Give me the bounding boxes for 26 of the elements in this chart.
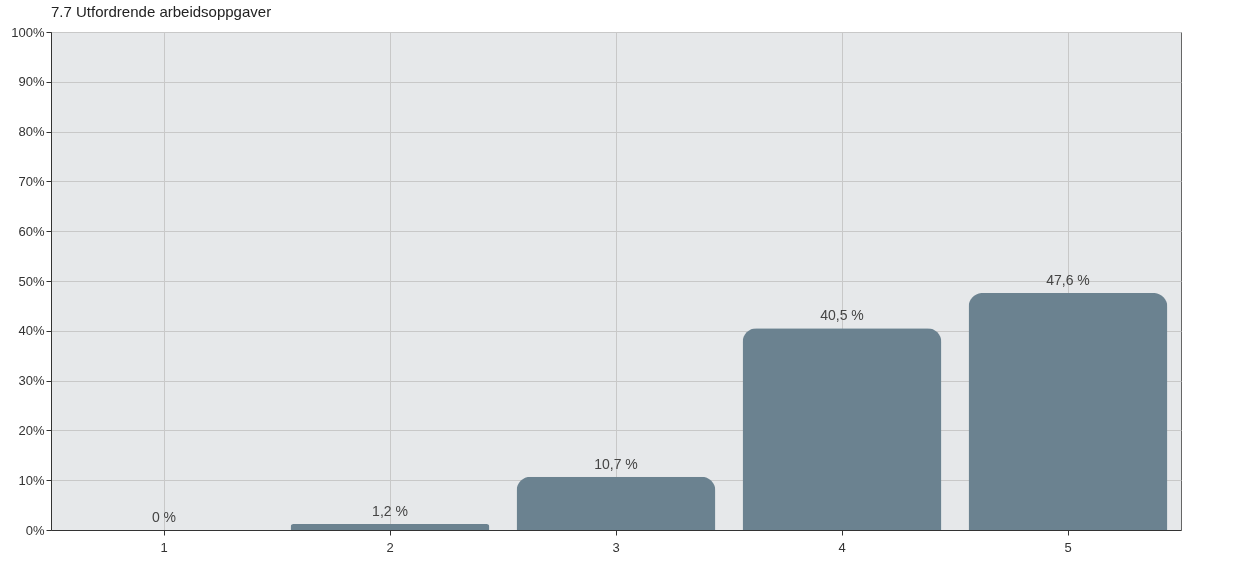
y-tick-label: 60% bbox=[18, 223, 45, 239]
x-tick-label: 2 bbox=[386, 539, 394, 555]
y-tick-label: 80% bbox=[18, 124, 45, 140]
y-tick-label: 50% bbox=[18, 273, 45, 289]
x-tick-label: 5 bbox=[1064, 539, 1072, 555]
data-label: 47,6 % bbox=[1046, 271, 1090, 288]
data-label: 1,2 % bbox=[372, 503, 408, 520]
x-tick-label: 1 bbox=[160, 539, 168, 555]
y-tick-label: 100% bbox=[11, 24, 45, 40]
bar bbox=[742, 328, 942, 530]
y-tick-label: 30% bbox=[18, 373, 45, 389]
data-label: 0 % bbox=[151, 509, 177, 525]
y-tick-label: 20% bbox=[18, 422, 45, 438]
data-label: 40,5 % bbox=[820, 307, 864, 324]
data-label: 10,7 % bbox=[594, 455, 638, 472]
bar bbox=[516, 476, 716, 530]
y-tick-label: 0% bbox=[25, 522, 45, 538]
bar bbox=[290, 524, 490, 530]
bar bbox=[968, 292, 1168, 530]
chart-title: 7.7 Utfordrende arbeidsoppgaver bbox=[51, 3, 272, 20]
x-tick-label: 4 bbox=[838, 539, 846, 555]
y-tick-label: 90% bbox=[18, 74, 45, 90]
x-tick-label: 3 bbox=[612, 539, 620, 555]
y-tick-label: 70% bbox=[18, 173, 45, 189]
y-tick-label: 10% bbox=[18, 472, 45, 488]
y-tick-label: 40% bbox=[18, 323, 45, 339]
